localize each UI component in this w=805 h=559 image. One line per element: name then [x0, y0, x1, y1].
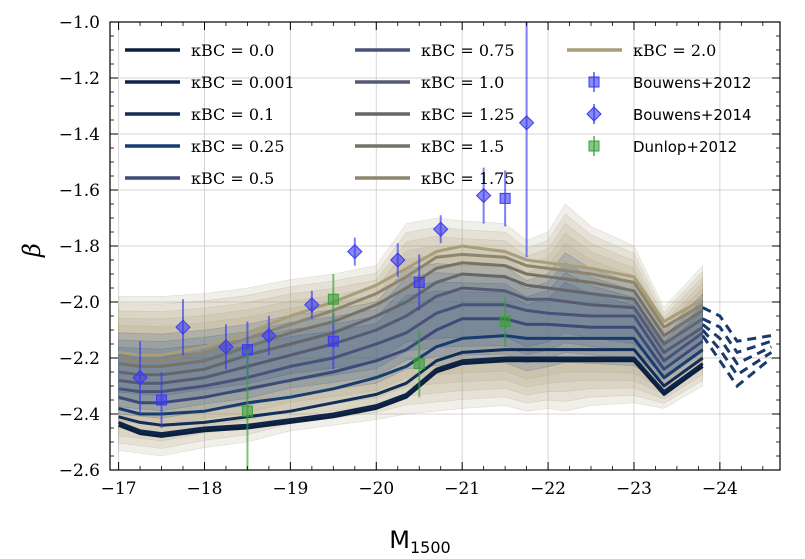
legend-label: κBC = 2.0	[633, 41, 716, 60]
x-tick-label: −23	[616, 479, 652, 499]
legend-label: κBC = 1.5	[421, 137, 504, 156]
legend: κBC = 0.0 κBC = 0.001 κBC = 0.1 κBC = 0.25 κ…	[125, 41, 752, 188]
data-point-square	[241, 405, 253, 417]
data-point-diamond	[390, 252, 406, 268]
legend-label: κBC = 0.001	[191, 73, 295, 92]
y-tick-label: −1.4	[59, 125, 100, 145]
y-tick-label: −2.4	[59, 405, 100, 425]
series-line	[118, 272, 704, 377]
y-tick-label: −2.0	[59, 293, 100, 313]
data-point-diamond	[518, 115, 535, 131]
y-tick-label: −2.2	[59, 349, 100, 369]
legend-label: Bouwens+2012	[633, 74, 752, 92]
data-point-diamond	[432, 221, 449, 237]
legend-label: Dunlop+2012	[633, 138, 737, 156]
legend-label: κBC = 0.25	[191, 137, 285, 156]
y-tick-label: −2.6	[59, 461, 100, 481]
legend-label: κBC = 0.1	[191, 105, 274, 124]
y-tick-label: −1.0	[59, 13, 100, 33]
data-point-diamond	[304, 297, 320, 313]
x-axis-label: M1500	[389, 526, 450, 557]
legend-marker-diamond	[586, 106, 602, 122]
series-line	[118, 252, 704, 363]
y-axis-label: β	[18, 243, 46, 258]
series-line	[118, 286, 704, 385]
data-point-diamond	[475, 187, 492, 204]
data-point-diamond	[132, 369, 148, 386]
extrapolation-line	[701, 329, 773, 377]
extrapolation-line	[702, 317, 772, 355]
extrapolation-lines	[701, 306, 773, 389]
x-tick-label: −20	[358, 479, 394, 499]
data-point-square	[327, 293, 339, 305]
data-point-square	[413, 276, 425, 288]
legend-label: κBC = 1.75	[421, 169, 515, 188]
data-point-diamond	[347, 243, 363, 260]
legend-marker-square	[588, 140, 600, 152]
legend-label: Bouwens+2014	[633, 106, 752, 124]
legend-label: κBC = 0.75	[421, 41, 515, 60]
legend-label: κBC = 0.0	[191, 41, 274, 60]
legend-label: κBC = 0.5	[191, 169, 274, 188]
extrapolation-line	[701, 334, 773, 389]
x-tick-label: −21	[444, 479, 480, 499]
legend-label: κBC = 1.25	[421, 105, 515, 124]
y-tick-label: −1.8	[59, 237, 100, 257]
data-point-square	[499, 192, 511, 204]
x-tick-label: −17	[101, 479, 137, 499]
data-point-square	[499, 316, 511, 328]
series-line	[118, 317, 704, 405]
series-line	[118, 244, 704, 357]
y-tick-label: −1.6	[59, 181, 100, 201]
extrapolation-line	[701, 323, 773, 366]
data-point-square	[327, 335, 339, 347]
legend-marker-square	[588, 76, 600, 88]
extrapolation-line	[702, 306, 772, 343]
legend-label: κBC = 1.0	[421, 73, 504, 92]
data-point-diamond	[261, 327, 277, 344]
observation-points	[132, 22, 535, 470]
data-point-diamond	[218, 339, 234, 355]
series-line	[118, 334, 704, 416]
x-tick-label: −24	[702, 479, 738, 499]
y-tick-label: −1.2	[59, 69, 100, 89]
series-line	[118, 303, 704, 394]
data-point-diamond	[175, 319, 191, 335]
x-tick-label: −19	[272, 479, 308, 499]
series-line	[118, 359, 704, 438]
data-point-square	[156, 394, 168, 406]
series-line	[118, 356, 704, 436]
series-line	[118, 348, 704, 427]
x-tick-label: −22	[530, 479, 566, 499]
x-tick-label: −18	[187, 479, 223, 499]
axis-ticks: −17 −18 −19 −20 −21 −22 −23 −24 −2.6 −2.4 −2.2 −2.0…	[59, 13, 780, 499]
data-point-square	[413, 358, 425, 370]
